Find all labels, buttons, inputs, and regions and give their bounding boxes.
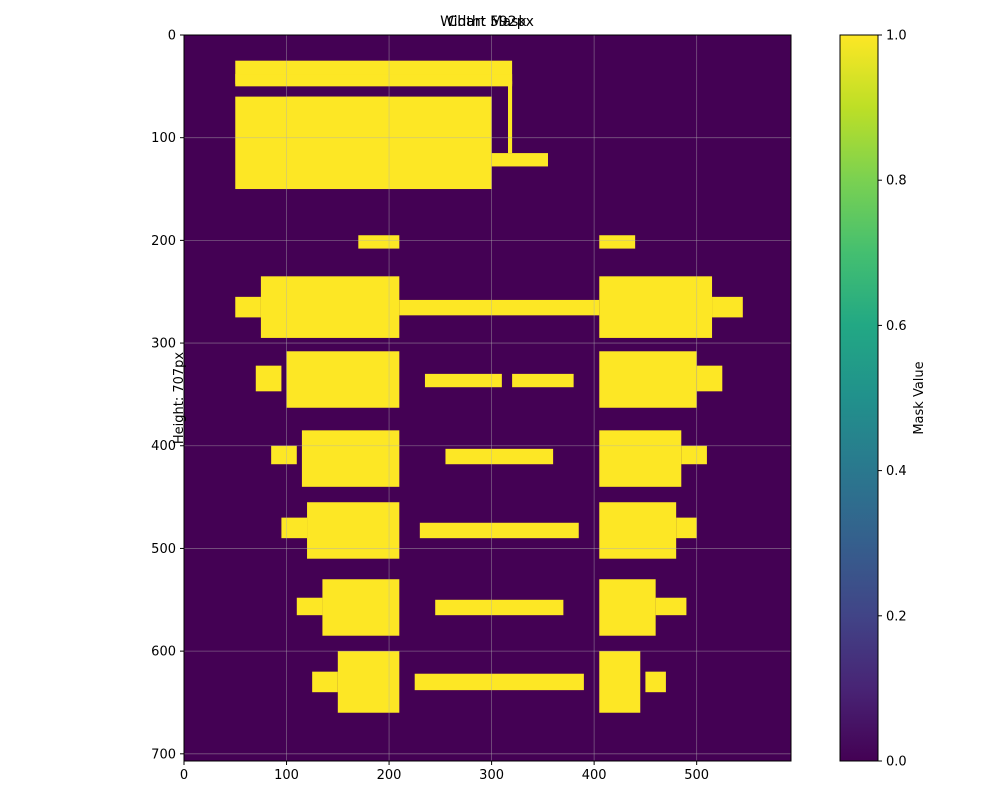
colorbar-tick-label: 1.0 (886, 29, 907, 44)
x-tick-label: 500 (684, 768, 709, 783)
mask-region-31 (435, 599, 564, 616)
mask-region-19 (301, 430, 400, 487)
mask-regions (235, 60, 743, 713)
colorbar-tick-label: 0.0 (886, 755, 907, 770)
x-tick-label: 100 (274, 768, 299, 783)
chart-overlay-title: Width: 592px (440, 14, 534, 30)
mask-region-25 (281, 517, 308, 539)
mask-region-38 (645, 671, 666, 693)
x-tick-label: 300 (479, 768, 504, 783)
mask-region-27 (599, 502, 677, 559)
mask-region-30 (296, 597, 323, 616)
mask-region-21 (445, 448, 554, 465)
colorbar-tick-label: 0.8 (886, 174, 907, 189)
x-tick-label: 400 (582, 768, 607, 783)
mask-region-10 (399, 299, 600, 316)
mask-region-8 (260, 276, 400, 338)
chart-title: Chart Mask (448, 14, 528, 30)
mask-region-4 (508, 81, 513, 154)
mask-region-32 (599, 579, 656, 636)
mask-region-34 (337, 651, 400, 713)
mask-region-18 (696, 365, 723, 392)
y-tick-label: 300 (151, 337, 176, 352)
x-axis: 0 100 200 300 400 500 (180, 761, 709, 783)
colorbar-tick-label: 0.6 (886, 319, 907, 334)
mask-region-6 (358, 235, 400, 249)
y-tick-label: 200 (151, 234, 176, 249)
mask-region-2 (235, 74, 513, 85)
colorbar (839, 34, 879, 762)
mask-region-26 (419, 522, 579, 539)
x-tick-label: 0 (180, 768, 188, 783)
y-tick-label: 100 (151, 131, 176, 146)
mask-region-13 (286, 351, 400, 408)
mask-region-35 (312, 671, 338, 693)
mask-region-17 (599, 351, 697, 408)
y-axis-label: Height: 707px (172, 352, 187, 445)
colorbar-ticks: 0.0 0.2 0.4 0.6 0.8 1.0 (878, 29, 907, 770)
y-axis: 0 100 200 300 400 500 600 700 (151, 29, 184, 762)
colorbar-tick-label: 0.2 (886, 609, 907, 624)
y-tick-label: 700 (151, 747, 176, 762)
y-tick-label: 0 (168, 29, 176, 44)
x-tick-label: 200 (377, 768, 402, 783)
mask-region-7 (599, 235, 636, 249)
mask-region-9 (235, 296, 261, 318)
mask-region-28 (676, 517, 697, 539)
mask-region-33 (655, 597, 687, 616)
mask-region-37 (599, 651, 641, 713)
mask-region-12 (712, 296, 743, 318)
y-tick-label: 500 (151, 542, 176, 557)
mask-region-36 (414, 673, 584, 691)
mask-region-11 (599, 276, 713, 338)
mask-region-24 (307, 502, 400, 559)
plot-frame (183, 34, 792, 762)
mask-region-23 (681, 445, 707, 465)
mask-region-5 (286, 96, 390, 138)
y-tick-label: 600 (151, 645, 176, 660)
mask-region-14 (255, 365, 282, 392)
mask-region-16 (512, 373, 574, 388)
y-tick-label: 400 (151, 439, 176, 454)
colorbar-label: Mask Value (912, 361, 927, 434)
colorbar-tick-label: 0.4 (886, 464, 907, 479)
mask-region-20 (271, 445, 297, 465)
mask-region-3 (491, 153, 548, 167)
mask-region-22 (599, 430, 682, 487)
mask-region-29 (322, 579, 400, 636)
mask-region-15 (424, 373, 502, 388)
